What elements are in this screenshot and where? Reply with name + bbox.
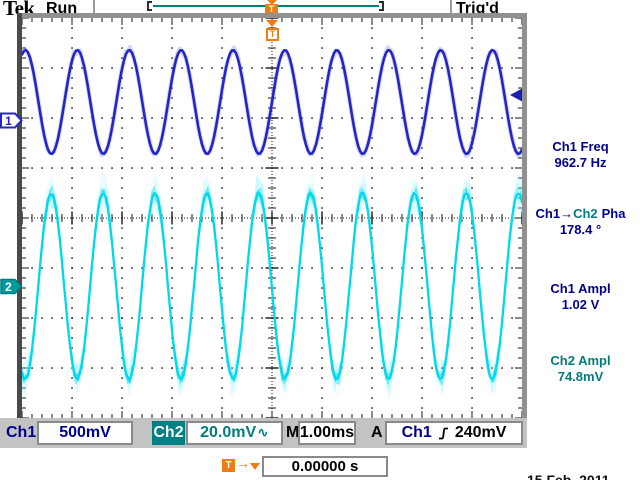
trigger-level: 240mV (454, 424, 507, 441)
waveform-display (19, 17, 525, 419)
trigger-status: Trig'd (456, 0, 499, 17)
record-view-right-bracket-icon (379, 1, 384, 11)
measurement-ch2-ampl: Ch2 Ampl 74.8mV (524, 353, 637, 384)
horizontal-trigger-marker-icon: T (266, 28, 279, 41)
measurement-value: 962.7 Hz (554, 154, 607, 170)
trigger-delay-t-icon: T (222, 459, 235, 472)
timebase-label: M (286, 424, 300, 441)
ch2-label-badge: Ch2 (152, 421, 185, 445)
measurement-value: 178.4 ° (559, 221, 602, 237)
topbar-divider (450, 0, 452, 13)
trigger-position-arrow-icon (267, 0, 277, 5)
topbar-divider (93, 0, 95, 13)
rising-edge-icon (438, 427, 448, 439)
channel1-marker-label: 1 (5, 114, 12, 128)
channel2-marker-label: 2 (5, 280, 12, 294)
phase-src: Ch1 (535, 206, 561, 221)
arrow-right-icon: → (236, 455, 250, 471)
ac-coupling-icon: ∿ (257, 425, 269, 441)
ch2-label: Ch2 (153, 424, 184, 441)
record-view-left-bracket-icon (147, 1, 152, 11)
trigger-position-icon: T (265, 4, 278, 15)
trigger-readout: Ch1 240mV (385, 421, 523, 445)
channel1-marker-icon: 1 (0, 112, 23, 129)
timebase-value: 1.00ms (299, 424, 355, 441)
measurement-label: Ch1 Freq (552, 139, 609, 154)
trigger-delay-readout: 0.00000 s (262, 456, 388, 477)
measurement-label: Ch1 Ampl (550, 281, 611, 296)
measurement-label: Ch2 Ampl (550, 353, 611, 368)
ch1-label: Ch1 (6, 424, 37, 441)
waveform-area (19, 17, 525, 419)
date-display: 15 Feb 2011 (527, 472, 610, 480)
graticule-border-left (17, 13, 22, 419)
measurement-value: 1.02 V (561, 296, 600, 312)
ch2-scale-value: 20.0mV (200, 424, 257, 441)
measurement-phase: Ch1→Ch2 Pha 178.4 ° (524, 206, 637, 237)
ch1-scale-value: 500mV (59, 424, 111, 441)
acquisition-status: Run (46, 0, 78, 17)
channel2-marker-icon: 2 (0, 278, 23, 295)
ch2-scale-readout: 20.0mV ∿ (186, 421, 283, 445)
measurement-label: Ch1→Ch2 Pha (524, 206, 637, 222)
ch1-scale-readout: 500mV (37, 421, 133, 445)
trigger-delay-value: 0.00000 s (291, 458, 359, 475)
arrow-down-icon (250, 463, 260, 470)
graticule-border-top (17, 13, 527, 18)
horizontal-trigger-arrow-icon (266, 20, 278, 27)
datetime-display: 15 Feb 2011 17:34:05 (527, 444, 610, 480)
measurement-ch1-ampl: Ch1 Ampl 1.02 V (524, 281, 637, 312)
measurement-ch1-freq: Ch1 Freq 962.7 Hz (524, 139, 637, 170)
graticule-border-right (522, 13, 527, 419)
phase-dst: Ch2 (573, 206, 598, 221)
phase-suffix: Pha (601, 206, 626, 221)
timebase-readout: 1.00ms (298, 421, 356, 445)
trigger-type-label: A (371, 424, 383, 441)
arrow-right-icon: → (560, 206, 574, 221)
measurement-value: 74.8mV (557, 368, 604, 384)
trigger-source: Ch1 (401, 424, 432, 441)
